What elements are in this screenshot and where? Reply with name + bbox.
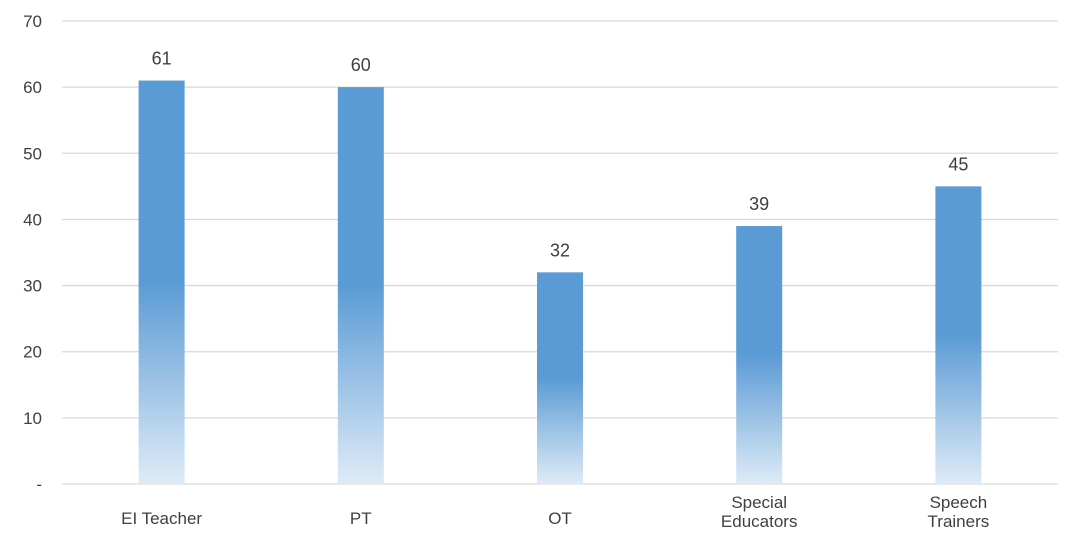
data-label: 32 bbox=[550, 240, 570, 260]
bars bbox=[138, 80, 982, 485]
x-category-label-line: Speech bbox=[930, 493, 988, 512]
x-category-label-line: Special bbox=[731, 493, 787, 512]
bar bbox=[537, 272, 583, 484]
x-category-label-line: EI Teacher bbox=[121, 509, 202, 528]
x-category-label: Speech Trainers bbox=[928, 493, 990, 531]
y-tick-label: 40 bbox=[23, 210, 42, 229]
data-label: 45 bbox=[948, 154, 968, 174]
x-category-label: Special Educators bbox=[721, 493, 798, 531]
y-tick-label: 30 bbox=[23, 277, 42, 296]
x-category-label-line: Trainers bbox=[928, 512, 990, 531]
labels: - 10 20 30 40 50 60 70 61 EI Teacher 60 PT 32 OT 39 Spe… bbox=[23, 12, 989, 531]
data-label: 61 bbox=[152, 49, 172, 69]
bar bbox=[736, 226, 783, 485]
x-category-label: PT bbox=[350, 509, 372, 528]
y-tick-label: 70 bbox=[23, 12, 42, 31]
y-tick-label: 60 bbox=[23, 78, 42, 97]
x-category-label: OT bbox=[548, 509, 572, 528]
bar bbox=[935, 186, 982, 484]
data-label: 39 bbox=[749, 194, 769, 214]
x-category-label-line: Educators bbox=[721, 512, 798, 531]
y-tick-label: 20 bbox=[23, 343, 42, 362]
y-tick-label: 50 bbox=[23, 144, 42, 163]
y-tick-label: 10 bbox=[23, 409, 42, 428]
y-tick-label: - bbox=[36, 475, 42, 494]
data-label: 60 bbox=[351, 55, 371, 75]
x-category-label-line: PT bbox=[350, 509, 372, 528]
x-category-label: EI Teacher bbox=[121, 509, 202, 528]
bar bbox=[138, 80, 185, 485]
bar bbox=[337, 87, 384, 485]
x-category-label-line: OT bbox=[548, 509, 572, 528]
